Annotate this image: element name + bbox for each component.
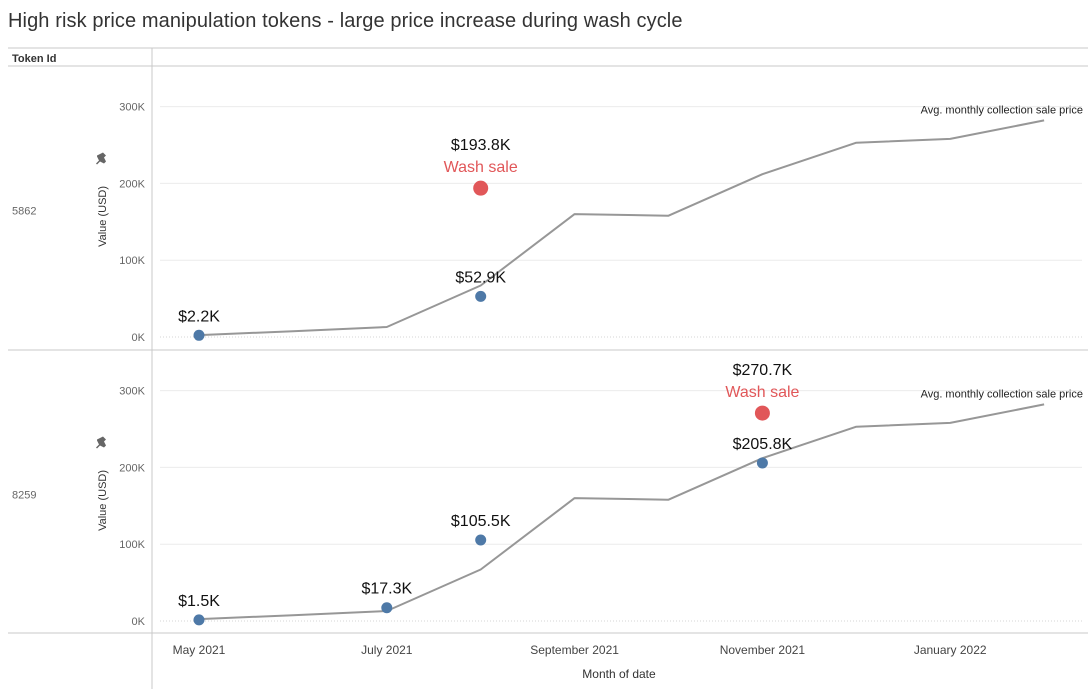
y-tick-label: 0K: [132, 332, 146, 344]
wash-sale-point: [473, 180, 489, 196]
sale-point: [475, 534, 487, 546]
x-tick-label: May 2021: [173, 643, 226, 657]
sale-value-label: $105.5K: [451, 513, 511, 530]
y-tick-label: 200K: [119, 462, 145, 474]
wash-sale-tag: Wash sale: [725, 384, 799, 401]
sale-point: [756, 457, 768, 469]
x-tick-label: July 2021: [361, 643, 413, 657]
pin-icon: [96, 436, 106, 449]
x-tick-label: November 2021: [720, 643, 806, 657]
sale-value-label: $1.5K: [178, 593, 220, 610]
y-axis-title: Value (USD): [97, 470, 109, 531]
token-id-label: 8259: [12, 489, 36, 501]
row-header-label: Token Id: [12, 53, 56, 65]
avg-price-line-label: Avg. monthly collection sale price: [921, 388, 1083, 400]
y-tick-label: 100K: [119, 539, 145, 551]
y-tick-label: 0K: [132, 616, 146, 628]
x-axis-title: Month of date: [582, 667, 656, 681]
sale-value-label: $17.3K: [361, 581, 412, 598]
sale-value-label: $52.9K: [455, 269, 506, 286]
sale-value-label: $2.2K: [178, 308, 220, 325]
y-tick-label: 100K: [119, 255, 145, 267]
x-tick-label: September 2021: [530, 643, 619, 657]
y-tick-label: 200K: [119, 178, 145, 190]
y-tick-label: 300K: [119, 102, 145, 114]
wash-sale-value-label: $270.7K: [733, 362, 793, 379]
avg-price-line: [198, 119, 1045, 337]
wash-sale-tag: Wash sale: [444, 159, 518, 176]
chart-title: High risk price manipulation tokens - la…: [8, 10, 683, 32]
y-axis-title: Value (USD): [97, 186, 109, 247]
wash-sale-value-label: $193.8K: [451, 137, 511, 154]
x-tick-label: January 2022: [914, 643, 987, 657]
sale-point: [193, 329, 205, 341]
pin-icon: [96, 152, 106, 165]
avg-price-line: [198, 403, 1045, 621]
sale-point: [193, 614, 205, 626]
token-id-label: 5862: [12, 205, 36, 217]
sale-point: [475, 290, 487, 302]
avg-price-line-label: Avg. monthly collection sale price: [921, 104, 1083, 116]
sale-value-label: $205.8K: [733, 436, 793, 453]
wash-sale-point: [754, 405, 770, 421]
y-tick-label: 300K: [119, 386, 145, 398]
sale-point: [381, 602, 393, 614]
